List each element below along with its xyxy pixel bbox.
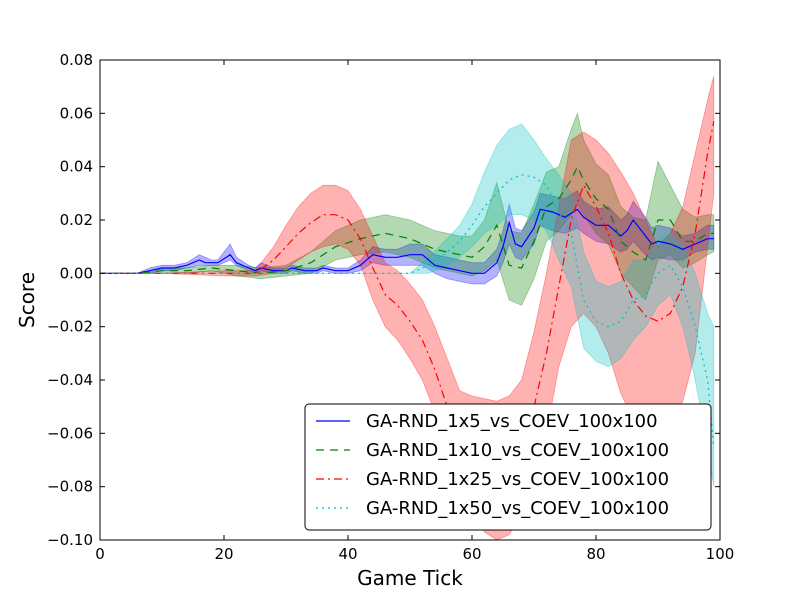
legend-label-2: GA-RND_1x10_vs_COEV_100x100 (366, 440, 669, 461)
x-tick-label: 100 (706, 545, 735, 563)
x-axis-title: Game Tick (357, 566, 463, 590)
axis-ticks: 0 20 40 60 80 100 −0.10 −0.08 −0.06 −0.04 −0.02 0.0… (47, 51, 734, 563)
y-axis-title: Score (15, 272, 39, 328)
y-tick-label: −0.10 (47, 531, 93, 549)
x-tick-label: 40 (338, 545, 357, 563)
x-tick-label: 0 (95, 545, 105, 563)
y-tick-label: 0.02 (60, 211, 93, 229)
x-tick-label: 80 (586, 545, 605, 563)
series-band-1 (100, 190, 715, 285)
y-tick-label: −0.04 (47, 371, 93, 389)
y-tick-label: 0.04 (60, 158, 93, 176)
legend-label-1: GA-RND_1x5_vs_COEV_100x100 (366, 411, 658, 432)
y-tick-label: 0.06 (60, 104, 93, 122)
y-tick-label: −0.08 (47, 478, 93, 496)
x-tick-label: 60 (462, 545, 481, 563)
legend-box (304, 403, 712, 531)
series-line-2 (100, 165, 714, 274)
legend: GA-RND_1x5_vs_COEV_100x100 GA-RND_1x10_vs… (304, 403, 712, 531)
y-tick-label: −0.02 (47, 318, 93, 336)
legend-label-4: GA-RND_1x50_vs_COEV_100x100 (366, 498, 669, 519)
legend-label-3: GA-RND_1x25_vs_COEV_100x100 (366, 469, 669, 490)
y-tick-label: −0.06 (47, 424, 93, 442)
y-tick-label: 0.00 (60, 264, 93, 282)
plot-frame (99, 59, 721, 541)
series-band-3 (100, 75, 715, 540)
x-tick-label: 20 (214, 545, 233, 563)
series-line-1 (100, 208, 714, 274)
y-tick-label: 0.08 (60, 51, 93, 69)
